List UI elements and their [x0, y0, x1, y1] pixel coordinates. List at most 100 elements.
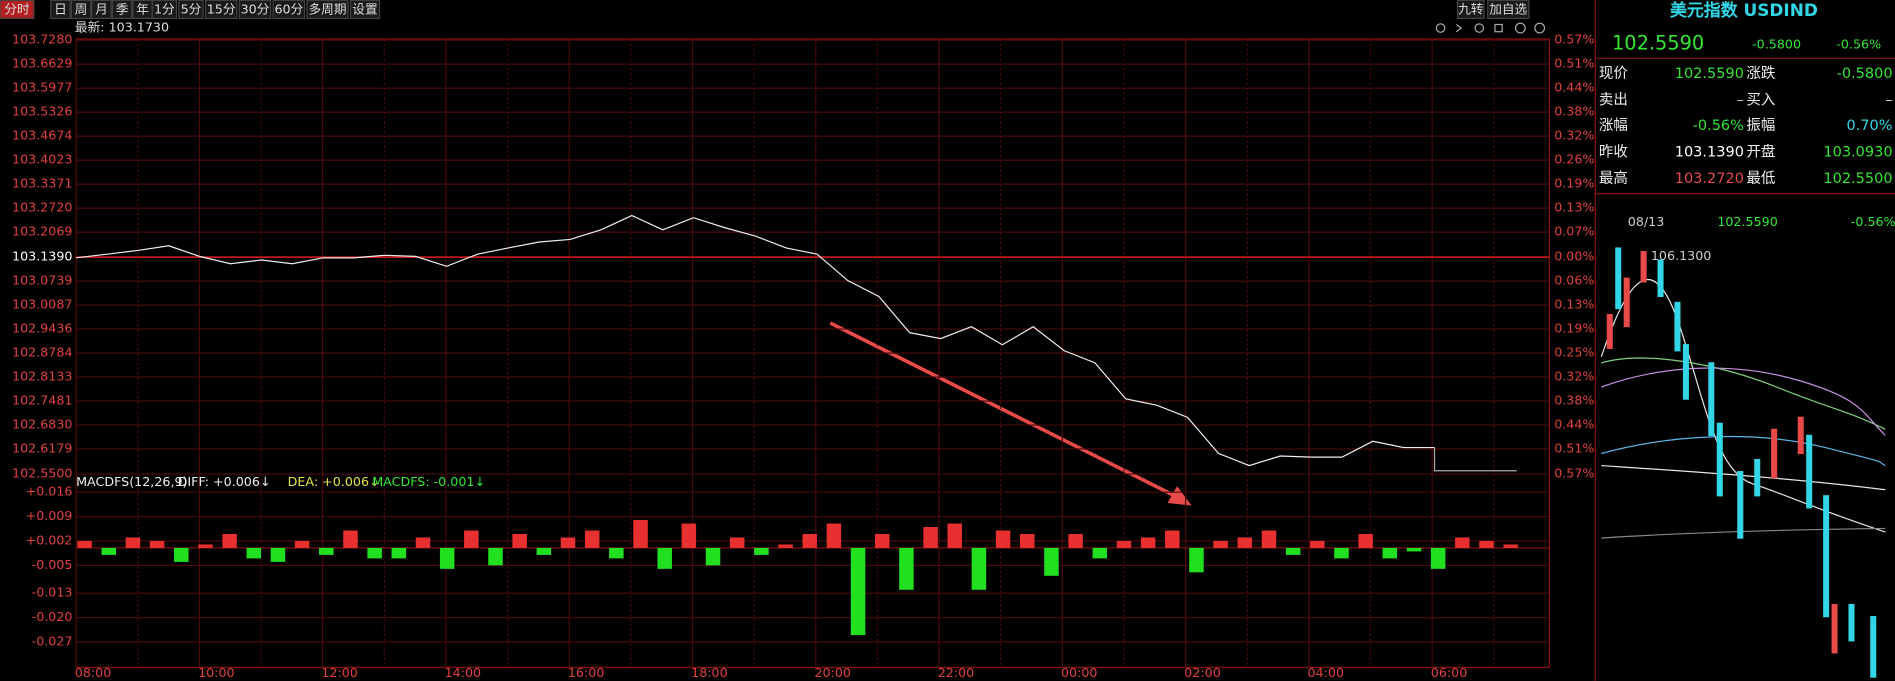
macd-bar [657, 547, 672, 569]
macd-bar [971, 547, 987, 590]
tab-label[interactable]: 多周期 [309, 1, 347, 16]
pct-label: 0.19% [1554, 321, 1594, 336]
y-tick-label: +0.002 [26, 532, 73, 547]
macd-bar [1044, 547, 1059, 576]
y-tick-label: +0.009 [26, 508, 73, 523]
macd-bar [1213, 540, 1228, 548]
pct-label: 0.32% [1554, 369, 1594, 384]
tab-button[interactable] [91, 0, 112, 20]
x-tick-label: 14:00 [445, 665, 482, 680]
pct-label: 0.44% [1554, 417, 1594, 432]
tool-button[interactable] [1487, 0, 1530, 20]
macd-bar [1020, 533, 1035, 548]
pct-label: 0.57% [1554, 32, 1594, 47]
pct-label: 0.07% [1554, 224, 1594, 239]
macd-bar [536, 547, 552, 555]
pct-label: 0.38% [1554, 104, 1594, 119]
quote-pct: -0.56% [1836, 37, 1881, 52]
macd-bar [512, 533, 527, 548]
macd-bar [1165, 530, 1180, 548]
tab-label[interactable]: 年 [136, 1, 149, 16]
quote-field: 开盘 [1746, 143, 1775, 161]
tab-label[interactable]: 月 [95, 1, 108, 16]
pct-label: 0.13% [1554, 200, 1594, 215]
mini-pct: -0.56% [1851, 214, 1895, 229]
macd-bar [705, 547, 721, 566]
macd-bar [1455, 537, 1470, 548]
macd-bar [633, 520, 648, 548]
tab-button[interactable] [306, 0, 349, 20]
mini-candles [1600, 247, 1886, 678]
tab-button[interactable] [238, 0, 272, 20]
macd-bar [319, 547, 334, 555]
macd-bar [899, 547, 914, 590]
pct-label: 0.51% [1554, 441, 1594, 456]
macd-bar [101, 547, 117, 555]
quote-field: 最高 [1599, 170, 1628, 187]
tab-button[interactable] [272, 0, 306, 20]
y-tick-label: +0.016 [26, 484, 73, 499]
quote-value: 103.2720 [1675, 171, 1744, 187]
tab-label[interactable]: 1分 [154, 1, 175, 16]
tab-button[interactable] [70, 0, 92, 20]
tab-label[interactable]: 季 [116, 1, 129, 16]
y-tick-label: 102.8133 [12, 369, 72, 384]
y-tick-label: 102.6179 [12, 441, 72, 456]
tab-button[interactable] [204, 0, 238, 20]
x-tick-label: 18:00 [691, 665, 728, 680]
tab-label[interactable]: 日 [54, 1, 67, 16]
macd-bar [729, 537, 745, 548]
macd-bar [198, 544, 213, 548]
macd-bar [1092, 547, 1108, 559]
tab-label[interactable]: 设置 [352, 1, 377, 16]
tab-label[interactable]: 分时 [4, 1, 30, 16]
tab-button[interactable] [111, 0, 133, 20]
macd-bar [802, 533, 817, 548]
mini-high-label: 106.1300 [1651, 248, 1711, 263]
tab-label[interactable]: 60分 [274, 1, 303, 16]
y-tick-label: 103.5977 [12, 80, 72, 95]
tab-label[interactable]: 5分 [181, 1, 202, 16]
price-line [76, 214, 1435, 467]
pct-label: 0.13% [1554, 297, 1594, 312]
macd-bar [1334, 547, 1349, 559]
y-tick-label: 102.5500 [12, 466, 72, 481]
tab-label[interactable]: 30分 [241, 1, 270, 16]
macd-bar [1310, 540, 1325, 548]
macd-bar [415, 537, 431, 548]
pct-label: 0.00% [1554, 249, 1594, 264]
quote-value: 103.1390 [1675, 145, 1744, 161]
tab-button[interactable] [349, 0, 381, 20]
quote-value: -0.5800 [1837, 66, 1893, 82]
y-tick-label: -0.005 [32, 557, 73, 572]
y-tick-label: 103.7280 [12, 32, 72, 47]
macd-bar [874, 533, 890, 548]
macd-bar [391, 547, 407, 559]
pct-label: 0.44% [1554, 80, 1594, 95]
macd-bar [1406, 547, 1422, 552]
macd-bar [681, 523, 697, 548]
macd-bar [609, 547, 624, 559]
tab-button[interactable] [0, 0, 35, 20]
tool-button[interactable] [1456, 0, 1485, 20]
macd-bar [1430, 547, 1446, 569]
quote-field: 昨收 [1599, 144, 1628, 161]
macd-bar [343, 530, 358, 548]
quote-title: 美元指数 USDIND [1670, 0, 1818, 20]
tool-label[interactable]: 加自选 [1489, 1, 1527, 16]
y-tick-label: 103.4023 [12, 152, 72, 167]
tool-label[interactable]: 九转 [1458, 1, 1484, 16]
tab-button[interactable] [50, 0, 71, 20]
x-tick-label: 20:00 [814, 665, 851, 680]
tool-icons [1435, 22, 1546, 34]
tab-button[interactable] [151, 0, 178, 20]
quote-value: 103.0930 [1823, 145, 1892, 161]
tab-label[interactable]: 周 [75, 1, 88, 16]
tab-button[interactable] [178, 0, 204, 20]
x-tick-label: 04:00 [1308, 665, 1345, 680]
quote-value: – [1885, 93, 1892, 109]
macd-bar [294, 540, 310, 548]
tab-label[interactable]: 15分 [207, 1, 236, 16]
